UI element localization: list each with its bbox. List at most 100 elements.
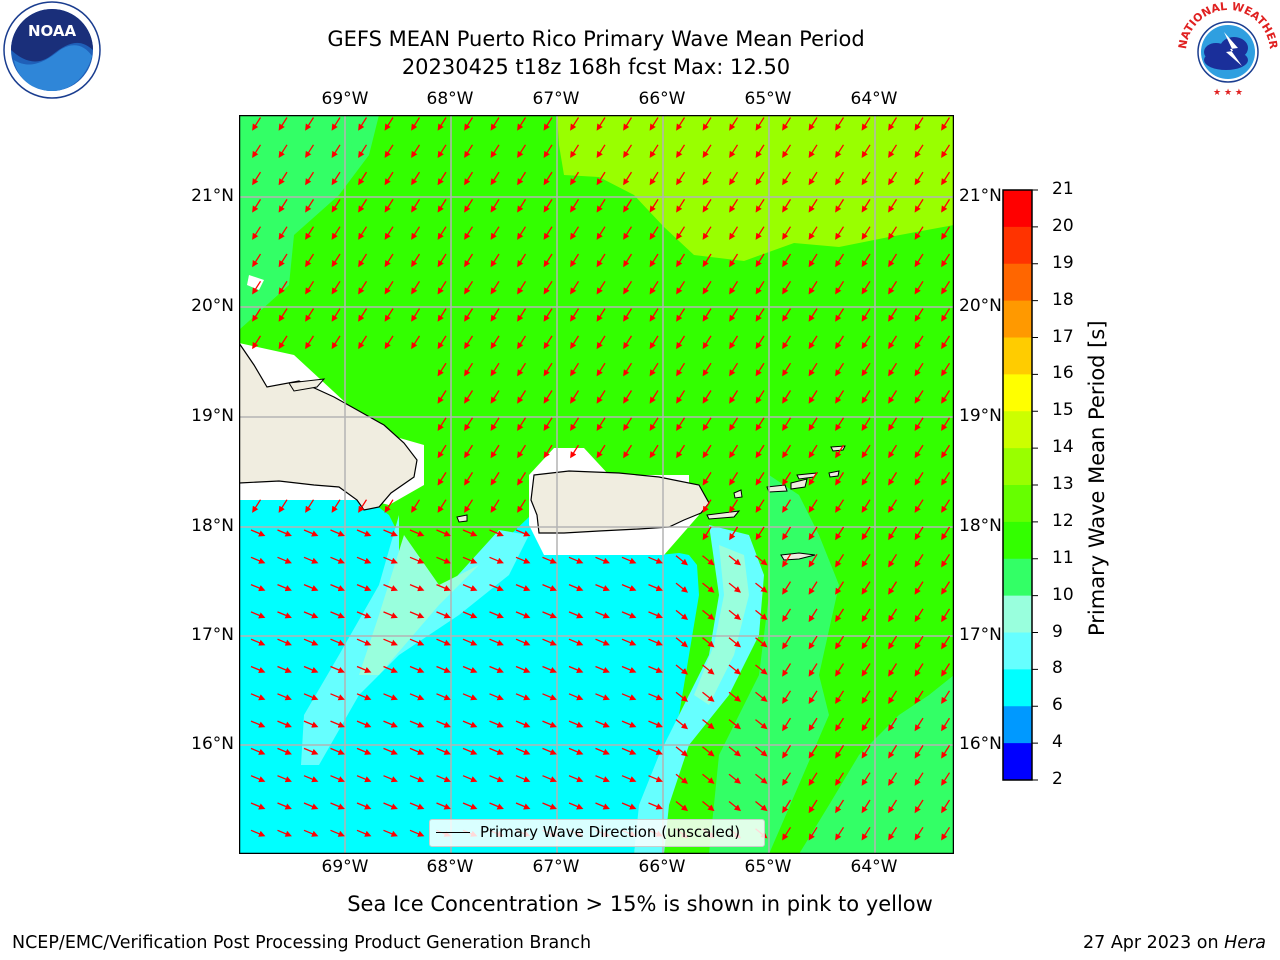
wave-direction-arrow — [676, 144, 686, 158]
wave-direction-arrow — [648, 747, 663, 755]
colorbar-tick-label: 20 — [1052, 215, 1074, 236]
wave-direction-arrow — [888, 826, 898, 841]
wave-direction-arrow — [330, 747, 345, 755]
wave-direction-arrow — [462, 802, 478, 810]
wave-direction-arrow — [888, 717, 898, 732]
wave-direction-arrow — [702, 390, 712, 404]
wave-direction-arrow — [782, 717, 792, 732]
wave-direction-arrow — [331, 144, 341, 158]
wave-direction-arrow — [411, 280, 421, 295]
wave-direction-arrow — [303, 638, 319, 646]
wave-direction-arrow — [835, 608, 845, 623]
wave-direction-arrow — [782, 690, 792, 704]
wave-direction-arrow — [888, 117, 898, 131]
wave-direction-arrow — [702, 171, 712, 186]
wave-direction-arrow — [888, 608, 898, 623]
wave-direction-arrow — [437, 253, 447, 268]
wave-direction-arrow — [861, 635, 871, 650]
wave-direction-arrow — [941, 826, 951, 841]
wave-direction-arrow — [331, 253, 341, 268]
wave-direction-arrow — [649, 390, 659, 404]
wave-direction-arrow — [623, 199, 633, 213]
wave-direction-arrow — [941, 308, 951, 322]
wave-direction-arrow — [623, 171, 633, 186]
noaa-logo: NOAA — [3, 1, 101, 99]
wave-direction-arrow — [542, 665, 557, 673]
wave-direction-arrow — [570, 226, 580, 240]
wave-direction-arrow — [595, 665, 610, 673]
wave-direction-arrow — [755, 253, 765, 268]
colorbar-segment — [1003, 632, 1032, 670]
wave-direction-arrow — [835, 253, 845, 268]
wave-direction-arrow — [436, 693, 451, 701]
wave-direction-arrow — [755, 691, 768, 702]
wave-direction-arrow — [728, 637, 742, 648]
wave-direction-arrow — [489, 775, 504, 783]
lon-label-top: 68°W — [426, 89, 474, 109]
wave-direction-arrow — [914, 472, 924, 486]
lat-label-right: 17°N — [959, 625, 1002, 645]
wave-direction-arrow — [914, 635, 924, 650]
wave-direction-arrow — [356, 638, 372, 646]
wave-direction-arrow — [383, 720, 398, 728]
wave-direction-arrow — [623, 253, 633, 268]
wave-direction-arrow — [595, 693, 610, 701]
wave-direction-arrow — [384, 117, 394, 131]
wave-direction-arrow — [755, 499, 765, 513]
wave-direction-arrow — [623, 362, 633, 377]
wave-direction-arrow — [331, 308, 341, 322]
wave-direction-arrow — [649, 199, 659, 213]
wave-direction-arrow — [861, 608, 871, 623]
wave-direction-arrow — [676, 253, 686, 268]
wave-direction-arrow — [437, 308, 447, 322]
wave-direction-arrow — [490, 472, 500, 486]
wave-direction-arrow — [888, 308, 898, 322]
wave-direction-arrow — [729, 171, 739, 186]
colorbar-tick-label: 4 — [1052, 732, 1063, 753]
wave-direction-arrow — [808, 635, 818, 650]
wave-direction-arrow — [782, 335, 792, 350]
lat-label-left: 18°N — [191, 516, 234, 536]
wave-direction-arrow — [675, 800, 689, 812]
wave-direction-arrow — [409, 775, 425, 783]
wave-direction-arrow — [675, 555, 689, 566]
wave-direction-arrow — [596, 390, 606, 404]
wave-direction-arrow — [305, 199, 315, 213]
wave-direction-arrow — [303, 829, 319, 837]
wave-direction-arrow — [941, 472, 951, 486]
wave-direction-arrow — [623, 417, 633, 431]
wave-direction-arrow — [543, 253, 553, 268]
wave-direction-arrow — [914, 772, 924, 786]
wave-direction-arrow — [384, 280, 394, 295]
wave-direction-arrow — [676, 280, 686, 295]
wave-direction-arrow — [888, 144, 898, 158]
wave-direction-arrow — [543, 117, 553, 131]
wave-direction-arrow — [437, 226, 447, 240]
wave-direction-arrow — [595, 611, 610, 619]
wave-direction-arrow — [595, 720, 610, 728]
wave-direction-arrow — [570, 444, 580, 459]
colorbar-tick-label: 14 — [1052, 437, 1074, 458]
footer-date: 27 Apr 2023 on Hera — [1083, 933, 1266, 953]
wave-direction-arrow — [676, 171, 686, 186]
wave-direction-arrow — [515, 693, 531, 701]
wave-direction-arrow — [462, 529, 478, 537]
wave-direction-arrow — [250, 556, 266, 564]
colorbar-segment — [1003, 448, 1032, 486]
wave-direction-arrow — [409, 584, 425, 592]
wave-direction-arrow — [649, 308, 659, 322]
wave-direction-arrow — [676, 444, 686, 459]
wave-direction-arrow — [941, 717, 951, 732]
wave-direction-arrow — [941, 280, 951, 295]
wave-direction-arrow — [568, 638, 584, 646]
wave-direction-arrow — [835, 171, 845, 186]
wave-direction-arrow — [755, 171, 765, 186]
wave-direction-arrow — [462, 693, 478, 701]
wave-direction-arrow — [437, 417, 447, 431]
wave-direction-arrow — [490, 253, 500, 268]
wave-direction-arrow — [914, 171, 924, 186]
wave-direction-arrow — [384, 335, 394, 350]
colorbar-segment — [1003, 595, 1032, 634]
wave-direction-arrow — [568, 775, 584, 783]
wave-direction-arrow — [755, 362, 765, 377]
